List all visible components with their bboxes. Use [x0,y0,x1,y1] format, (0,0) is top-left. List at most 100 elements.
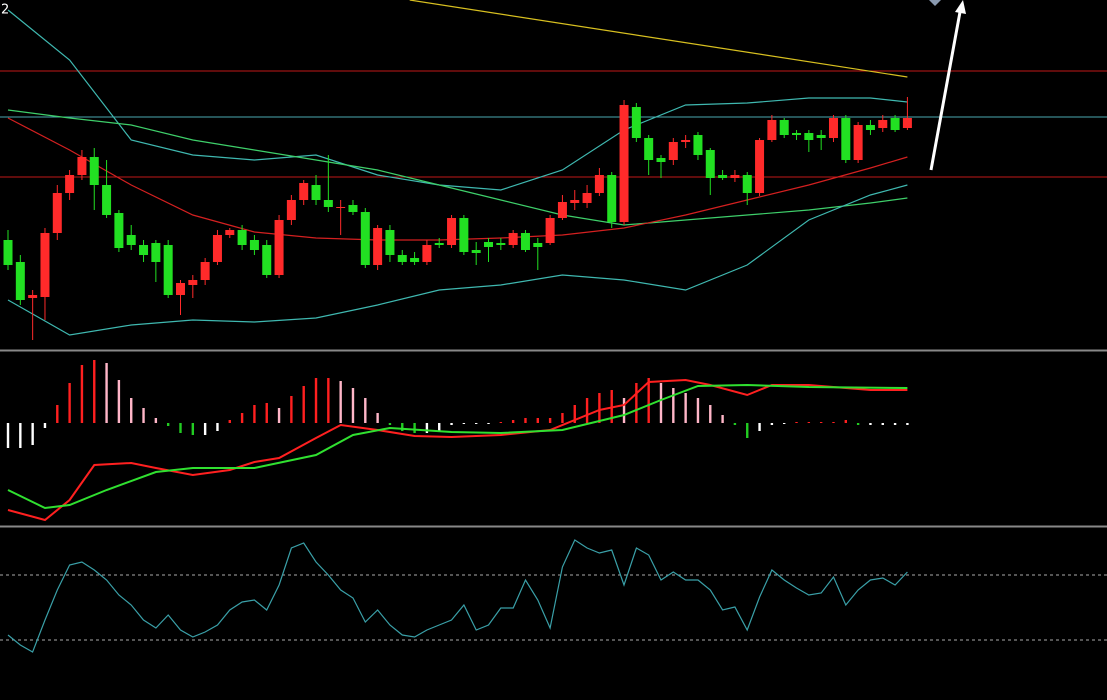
macd-bar [339,381,342,423]
candle-body [755,140,765,193]
macd-bar [265,403,268,423]
candle-body [533,243,543,247]
candle-body [237,230,247,245]
macd-bar [524,418,527,423]
macd-bar [438,423,441,431]
candle-body [459,218,469,252]
macd-bar [80,365,84,423]
candle-body [582,193,592,203]
candle-body [681,140,691,142]
macd-bar [881,423,884,425]
candle-body [471,250,481,253]
candle-body [508,233,518,245]
macd-bar [758,423,761,431]
candle-body [792,133,802,135]
macd-bar [684,393,687,423]
candle-body [40,233,50,297]
macd-bar [906,423,909,425]
macd-bar [364,398,367,423]
candle-body [422,245,432,262]
candle-body [693,135,703,155]
macd-bar [6,423,10,448]
macd-bar [659,383,663,423]
macd-bar [228,420,231,423]
candle-body [114,213,124,248]
candle-body [718,175,728,178]
macd-bar [856,423,860,425]
candle-body [274,220,284,275]
macd-bar [474,423,478,424]
macd-bar [130,398,133,423]
macd-bar [832,422,835,423]
candle-body [385,230,395,255]
candle-body [668,142,678,160]
candle-body [619,105,629,222]
macd-bar [622,398,626,423]
candle-body [853,125,863,160]
macd-bar [327,378,330,423]
rsi-line [7,539,908,653]
candle-body [397,255,407,262]
candle-body [804,133,814,140]
macd-bar [203,423,207,435]
macd-bar [819,422,823,423]
chart-title: 2 [1,3,9,18]
macd-bar [536,418,539,423]
candle-body [767,120,777,140]
candle-body [52,193,62,233]
macd-bar [290,396,293,423]
macd-bar [746,423,749,438]
macd-bar [573,405,576,423]
macd-bar [770,423,774,425]
candle-body [286,200,296,220]
macd-line [7,383,908,510]
marker-diamond [929,0,941,6]
macd-bar [869,423,872,425]
candle-body [594,175,604,193]
candle-body [299,183,309,200]
candle-body [311,185,321,200]
macd-bar [388,423,392,425]
macd-bar [462,423,466,424]
macd-bar [105,363,108,423]
candle-body [212,235,222,262]
macd-bar [56,405,59,423]
macd-bar [43,423,47,428]
indicator-line [7,109,908,226]
macd-bar [154,418,158,423]
indicator-line [7,184,908,336]
macd-bar [635,383,638,423]
candle-body [323,200,333,207]
macd-bar [191,423,195,435]
macd-bar [598,393,601,423]
macd-bar [893,423,897,425]
macd-bar [302,386,305,423]
macd-bar [216,423,219,431]
candle-body [878,120,888,128]
indicator-line [409,0,908,78]
macd-bar [253,405,256,423]
candle-body [348,205,358,212]
candle-body [828,118,838,138]
candle-body [816,135,826,138]
macd-bar [413,423,416,433]
macd-bar [117,380,121,423]
candle-body [607,175,617,222]
macd-bar [179,423,182,433]
candle-body [139,245,149,255]
candle-body [262,245,272,275]
candle-body [779,120,789,135]
candle-body [89,157,99,185]
candle-body [890,118,900,130]
macd-bar [277,408,281,423]
indicator-line [7,117,908,241]
macd-bar [672,388,675,423]
macd-bar [487,423,490,424]
candle-body [434,243,444,245]
macd-bar [351,388,355,423]
candle-body [126,235,136,245]
macd-line [7,378,908,522]
candle-body [656,158,666,162]
candle-body [545,218,555,243]
indicator-line [7,9,908,191]
